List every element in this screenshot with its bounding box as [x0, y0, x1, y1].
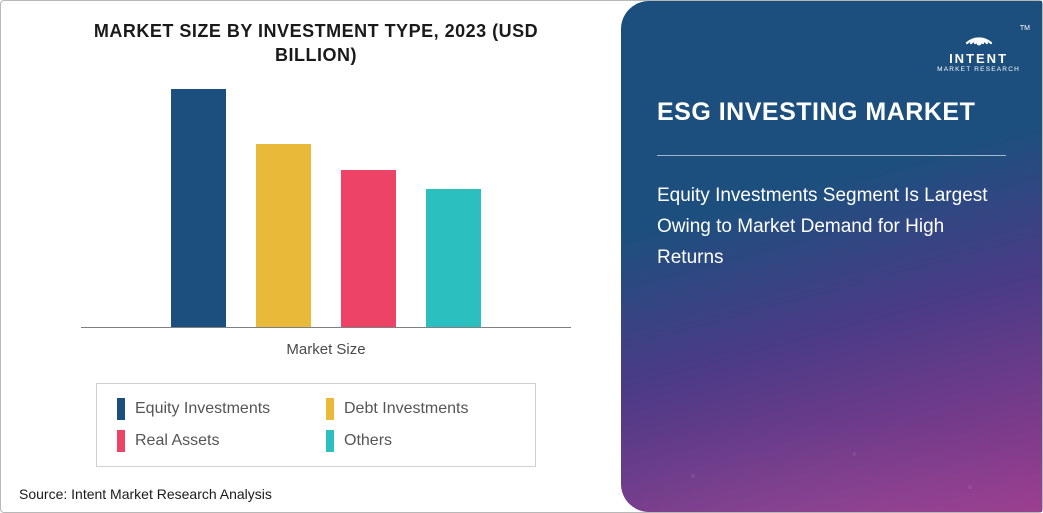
legend-label: Equity Investments: [135, 400, 270, 418]
legend-swatch: [326, 430, 334, 452]
legend-item: Equity Investments: [117, 398, 306, 420]
bar: [256, 144, 311, 327]
infographic-container: MARKET SIZE BY INVESTMENT TYPE, 2023 (US…: [0, 0, 1043, 513]
legend-item: Real Assets: [117, 430, 306, 452]
chart-area: Market Size: [81, 78, 571, 358]
legend-item: Debt Investments: [326, 398, 515, 420]
chart-x-label: Market Size: [81, 341, 571, 358]
legend-swatch: [326, 398, 334, 420]
legend-swatch: [117, 430, 125, 452]
chart-title: MARKET SIZE BY INVESTMENT TYPE, 2023 (US…: [31, 19, 601, 68]
bar: [341, 170, 396, 327]
logo-icon: [961, 19, 997, 49]
brand-logo: INTENT MARKET RESEARCH TM: [937, 19, 1020, 73]
bar: [171, 89, 226, 326]
chart-legend: Equity Investments Debt Investments Real A…: [96, 383, 536, 467]
summary-body: Equity Investments Segment Is Largest Ow…: [657, 180, 1006, 274]
bar: [426, 189, 481, 327]
logo-text-sub: MARKET RESEARCH: [937, 66, 1020, 73]
chart-plot: [81, 78, 571, 328]
legend-label: Others: [344, 432, 392, 450]
legend-swatch: [117, 398, 125, 420]
legend-label: Real Assets: [135, 432, 219, 450]
chart-panel: MARKET SIZE BY INVESTMENT TYPE, 2023 (US…: [1, 1, 621, 512]
summary-title: ESG INVESTING MARKET: [657, 96, 1006, 129]
legend-label: Debt Investments: [344, 400, 469, 418]
source-label: Source: Intent Market Research Analysis: [19, 486, 272, 502]
legend-item: Others: [326, 430, 515, 452]
logo-tm: TM: [1020, 25, 1030, 32]
logo-text-main: INTENT: [937, 51, 1020, 66]
summary-divider: [657, 155, 1006, 156]
bar-group: [81, 78, 571, 327]
summary-panel: INTENT MARKET RESEARCH TM ESG INVESTING …: [621, 1, 1042, 512]
